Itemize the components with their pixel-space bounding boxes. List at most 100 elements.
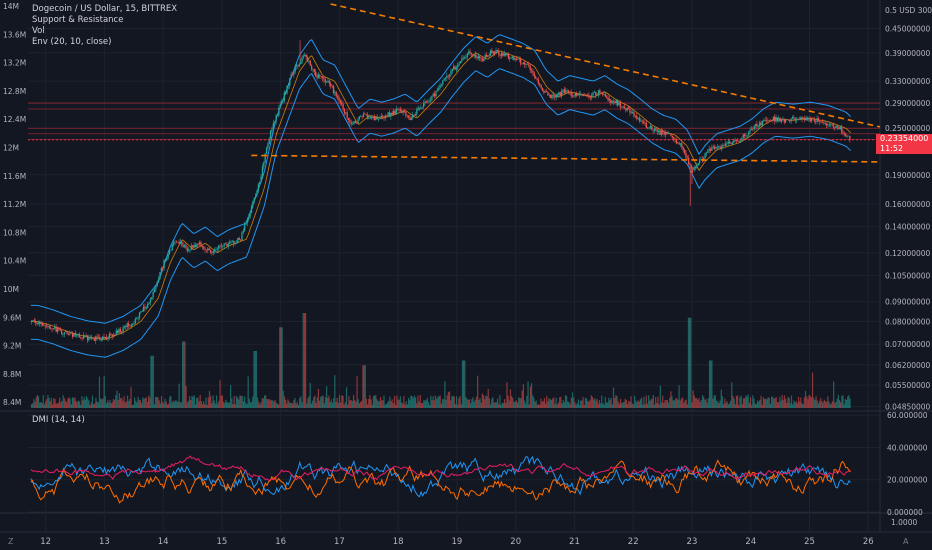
volume-bar bbox=[403, 396, 405, 408]
candle-body bbox=[459, 61, 462, 64]
volume-bar bbox=[769, 403, 772, 408]
volume-bar bbox=[417, 395, 419, 408]
volume-bar bbox=[176, 400, 178, 408]
volume-bar bbox=[706, 402, 708, 408]
volume-bar bbox=[405, 401, 407, 408]
candle-body bbox=[491, 50, 493, 54]
volume-bar bbox=[173, 401, 175, 408]
candle-body bbox=[118, 328, 120, 334]
volume-bar bbox=[383, 395, 385, 408]
volume-bar bbox=[804, 390, 807, 408]
volume-bar bbox=[81, 396, 83, 408]
candle-body bbox=[450, 70, 452, 75]
volume-bar bbox=[166, 404, 168, 408]
candle-body bbox=[397, 108, 399, 110]
candle-body bbox=[249, 212, 251, 217]
volume-bar bbox=[478, 399, 480, 408]
volume-bar bbox=[429, 404, 431, 408]
candle-body bbox=[574, 93, 576, 97]
volume-bar bbox=[578, 404, 581, 408]
candle-body bbox=[812, 117, 814, 120]
volume-bar bbox=[470, 403, 472, 408]
volume-bar bbox=[358, 403, 361, 408]
candle-body bbox=[771, 120, 773, 122]
volume-bar bbox=[755, 403, 757, 408]
dmi-axis-label: 20.000000 bbox=[887, 476, 928, 485]
candle-body bbox=[193, 244, 195, 248]
candle-body bbox=[443, 78, 445, 81]
volume-bar bbox=[412, 397, 414, 408]
candle-body bbox=[663, 132, 665, 135]
candle-body bbox=[819, 120, 821, 123]
volume-bar bbox=[801, 403, 803, 408]
volume-bar bbox=[129, 398, 131, 408]
candle-body bbox=[457, 64, 459, 68]
volume-bar bbox=[676, 397, 678, 408]
volume-bar bbox=[270, 399, 273, 408]
candle-body bbox=[653, 128, 656, 131]
volume-bar bbox=[807, 399, 809, 408]
candle-body bbox=[108, 333, 111, 338]
volume-bar bbox=[203, 401, 205, 408]
candle-body bbox=[738, 141, 740, 142]
candle-body bbox=[229, 242, 231, 244]
volume-bar bbox=[234, 404, 236, 408]
candle-body bbox=[754, 124, 757, 127]
candle-body bbox=[826, 123, 828, 126]
candle-body bbox=[580, 94, 582, 96]
volume-bar bbox=[704, 399, 706, 408]
candle-body bbox=[488, 55, 490, 56]
candle-body bbox=[302, 56, 305, 58]
candle-body bbox=[274, 121, 276, 123]
volume-bar bbox=[32, 403, 34, 408]
legend: Dogecoin / US Dollar, 15, BITTREX Suppor… bbox=[32, 4, 177, 48]
auto-scale-button[interactable]: A bbox=[903, 537, 909, 546]
volume-bar bbox=[324, 397, 327, 408]
candle-body bbox=[502, 52, 504, 56]
volume-bar bbox=[456, 396, 458, 408]
volume-bar bbox=[406, 404, 409, 408]
volume-bar bbox=[252, 396, 254, 408]
volume-bar bbox=[720, 389, 722, 408]
volume-bar bbox=[318, 400, 321, 408]
volume-bar bbox=[386, 402, 389, 408]
volume-bar bbox=[88, 400, 90, 408]
volume-bar bbox=[256, 397, 259, 408]
volume-bar bbox=[842, 395, 844, 408]
candle-body bbox=[576, 93, 578, 96]
candle-body bbox=[423, 103, 425, 108]
volume-bar bbox=[458, 398, 460, 408]
volume-bar bbox=[530, 383, 533, 408]
volume-bar bbox=[533, 397, 535, 408]
candle-body bbox=[280, 101, 283, 105]
zoom-button[interactable]: Z bbox=[8, 537, 14, 546]
volume-bar bbox=[580, 400, 582, 408]
candle-body bbox=[789, 120, 791, 122]
candle-body bbox=[617, 100, 619, 106]
candle-body bbox=[724, 143, 727, 146]
candle-body bbox=[207, 248, 209, 251]
volume-bar bbox=[653, 404, 656, 408]
volume-bar bbox=[719, 400, 721, 408]
time-axis-label: 15 bbox=[216, 537, 227, 547]
volume-bar bbox=[372, 396, 375, 408]
volume-bar bbox=[536, 404, 538, 408]
candle-body bbox=[454, 66, 456, 70]
volume-bar bbox=[593, 399, 595, 408]
volume-bar bbox=[208, 390, 211, 408]
candle-body bbox=[707, 150, 709, 153]
volume-bar bbox=[761, 404, 763, 408]
volume-bar bbox=[47, 395, 49, 408]
candle-body bbox=[759, 122, 761, 126]
candle-body bbox=[559, 92, 561, 96]
volume-bar bbox=[753, 398, 755, 408]
volume-bar bbox=[55, 403, 57, 408]
volume-bar bbox=[584, 398, 587, 408]
volume-bar bbox=[98, 376, 101, 408]
candle-body bbox=[295, 65, 298, 67]
candle-body bbox=[592, 92, 594, 96]
volume-bar bbox=[827, 396, 829, 408]
volume-bar bbox=[539, 404, 541, 408]
candle-body bbox=[345, 112, 347, 114]
